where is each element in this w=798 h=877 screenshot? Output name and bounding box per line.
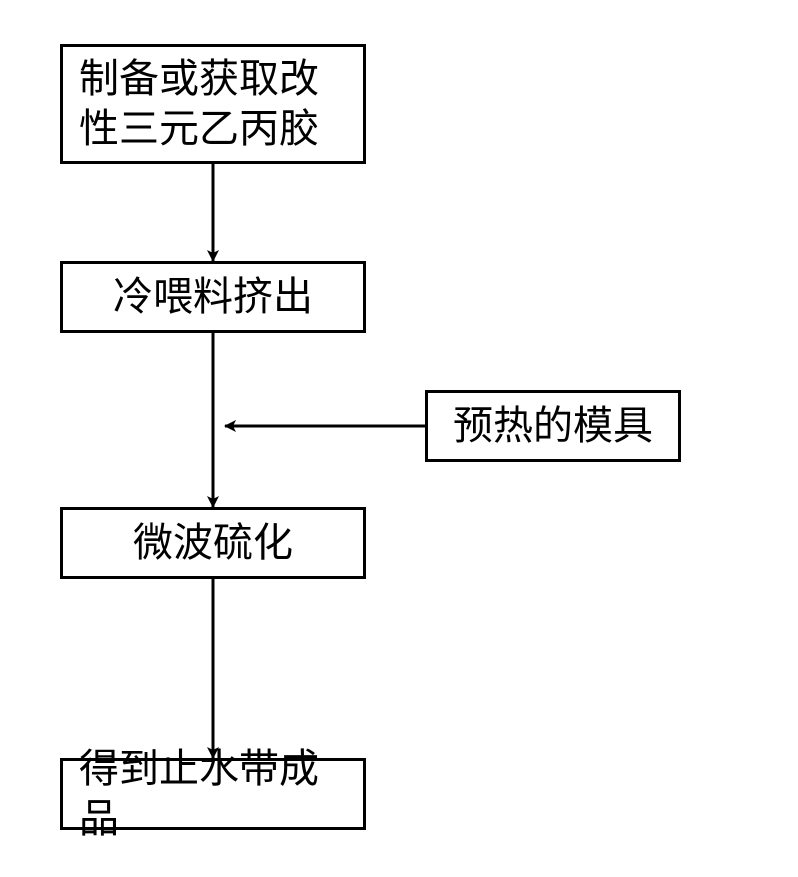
input-preheated-mold: 预热的模具 <box>425 390 681 462</box>
step-finished-product: 得到止水带成品 <box>60 758 366 830</box>
step-label: 得到止水带成品 <box>79 744 347 844</box>
step-label: 预热的模具 <box>453 401 653 451</box>
step-cold-feed-extrusion: 冷喂料挤出 <box>60 261 366 333</box>
step-label: 冷喂料挤出 <box>113 272 313 322</box>
step-microwave-vulcanization: 微波硫化 <box>60 507 366 579</box>
step-label: 微波硫化 <box>133 518 293 568</box>
flowchart-canvas: 制备或获取改性三元乙丙胶 冷喂料挤出 微波硫化 得到止水带成品 预热的模具 <box>0 0 798 877</box>
step-label: 制备或获取改性三元乙丙胶 <box>79 54 347 154</box>
step-prepare-rubber: 制备或获取改性三元乙丙胶 <box>60 44 366 164</box>
